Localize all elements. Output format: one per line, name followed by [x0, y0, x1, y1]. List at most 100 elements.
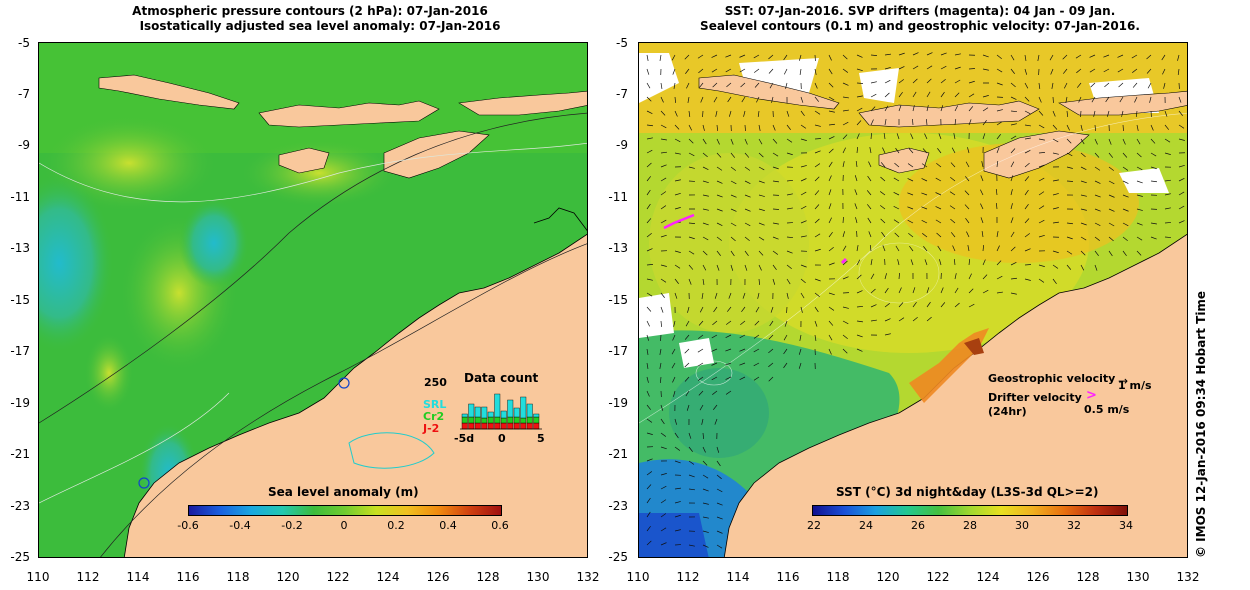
velocity-arrow [740, 82, 746, 88]
histogram-bar [533, 416, 540, 424]
velocity-arrow [646, 471, 653, 476]
velocity-arrow [1024, 149, 1031, 154]
velocity-arrow [1052, 207, 1059, 210]
velocity-arrow [1024, 137, 1031, 140]
histogram-bar [507, 399, 514, 418]
velocity-arrow [814, 124, 821, 127]
velocity-arrow [646, 203, 651, 210]
velocity-arrow [870, 93, 877, 98]
histogram-bar [513, 422, 520, 430]
velocity-arrow [646, 497, 651, 504]
velocity-arrow [1150, 222, 1157, 225]
velocity-arrow [882, 245, 886, 252]
velocity-arrow [881, 231, 886, 238]
velocity-arrow [1066, 166, 1073, 169]
velocity-arrow [926, 301, 931, 308]
left-colorbar-title: Sea level anomaly (m) [268, 485, 419, 499]
velocity-arrow [730, 180, 737, 185]
velocity-arrow [1052, 179, 1059, 182]
velocity-arrow [965, 217, 970, 224]
velocity-arrow [786, 124, 791, 130]
velocity-arrow [646, 218, 652, 224]
velocity-arrow [854, 189, 858, 196]
velocity-arrow [702, 124, 705, 131]
velocity-arrow [1150, 138, 1156, 144]
histogram-bar [513, 416, 520, 424]
velocity-arrow [966, 231, 970, 238]
velocity-arrow [646, 110, 653, 114]
velocity-arrow [674, 292, 678, 299]
velocity-arrow [1136, 166, 1143, 171]
velocity-arrow [1178, 96, 1182, 103]
velocity-arrow [646, 149, 653, 154]
velocity-arrow [884, 119, 887, 126]
velocity-arrow [1122, 194, 1129, 198]
velocity-arrow [907, 163, 914, 168]
velocity-arrow [883, 133, 886, 140]
velocity-arrow [646, 54, 649, 61]
velocity-arrow [674, 152, 681, 155]
velocity-arrow [758, 264, 762, 271]
velocity-arrow [684, 54, 690, 60]
velocity-arrow [786, 110, 790, 117]
velocity-arrow [1178, 178, 1185, 182]
drifter-velocity-label: Drifter velocity [988, 391, 1082, 404]
velocity-arrow [1136, 194, 1143, 197]
velocity-arrow [725, 320, 732, 325]
velocity-arrow [798, 348, 802, 355]
right-ytick: -11 [608, 190, 628, 204]
velocity-arrow [1080, 222, 1087, 226]
velocity-arrow [940, 65, 947, 70]
velocity-arrow [1104, 82, 1110, 88]
velocity-arrow [698, 320, 704, 326]
sst-colorbar [812, 505, 1128, 516]
velocity-arrow [1010, 82, 1016, 88]
velocity-arrow [996, 231, 999, 238]
velocity-arrow [1010, 68, 1015, 74]
velocity-arrow [753, 348, 760, 353]
velocity-arrow [1094, 222, 1101, 227]
velocity-arrow [753, 376, 760, 381]
velocity-arrow [954, 273, 957, 280]
velocity-arrow [1178, 220, 1185, 224]
velocity-arrow [785, 82, 788, 89]
velocity-arrow [898, 302, 904, 308]
velocity-arrow [968, 259, 971, 266]
velocity-arrow [1010, 262, 1017, 266]
velocity-arrow [730, 152, 736, 158]
velocity-arrow [898, 79, 904, 84]
velocity-arrow [1024, 54, 1027, 61]
velocity-arrow [1080, 110, 1082, 118]
velocity-arrow [673, 320, 676, 327]
velocity-arrow [697, 54, 704, 59]
velocity-arrow [893, 219, 900, 224]
velocity-arrow [786, 278, 791, 285]
velocity-arrow [898, 272, 900, 280]
histogram-bar [507, 422, 514, 430]
velocity-arrow [739, 68, 746, 73]
velocity-arrow [926, 105, 929, 112]
velocity-arrow [753, 68, 760, 73]
velocity-arrow [1062, 68, 1068, 74]
velocity-arrow [954, 119, 957, 126]
left-ytick: -13 [10, 241, 30, 255]
velocity-arrow [1108, 236, 1114, 242]
velocity-arrow [856, 290, 863, 294]
velocity-arrow [926, 52, 933, 56]
velocity-arrow [1052, 152, 1059, 155]
velocity-arrow [926, 118, 928, 126]
velocity-arrow [1164, 152, 1171, 155]
velocity-arrow [646, 540, 652, 546]
velocity-arrow [982, 274, 988, 280]
velocity-arrow [1010, 189, 1013, 196]
velocity-arrow [744, 138, 748, 145]
velocity-arrow [1164, 193, 1171, 196]
velocity-arrow [1147, 82, 1152, 89]
velocity-arrow [907, 206, 914, 210]
velocity-arrow [1136, 124, 1139, 131]
velocity-arrow [702, 138, 707, 145]
velocity-arrow [730, 194, 737, 198]
left-xtick: 116 [176, 570, 200, 584]
velocity-arrow [1024, 203, 1029, 210]
velocity-arrow [828, 203, 832, 210]
